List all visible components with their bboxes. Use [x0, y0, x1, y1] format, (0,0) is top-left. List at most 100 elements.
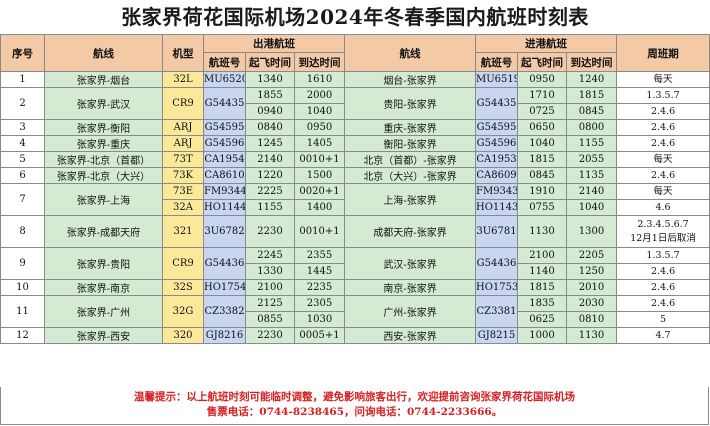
days-cell: 2.3.4.5.6.7 12月1日后取消 [616, 215, 710, 248]
table-row: 1330 1445 1140 1250 2.4.6 [1, 263, 710, 280]
out-flight-no-cell: G54596 [203, 135, 246, 152]
in-depart-cell: 0650 [517, 119, 568, 136]
route-out-cell: 张家界-广州 [44, 295, 163, 328]
header-out-flight-no: 航班号 [203, 52, 246, 72]
days-text: 每天 [653, 73, 673, 85]
days-cell: 2.4.6 [616, 263, 710, 280]
out-arrive-cell: 0950 [293, 119, 346, 136]
days-cell: 2.4.6 [616, 119, 710, 136]
days-cell: 2.4.6 [616, 167, 710, 184]
in-arrive-cell: 1155 [566, 135, 618, 152]
in-depart-cell: 0755 [517, 199, 568, 216]
route-out-cell: 张家界-南京 [44, 279, 163, 296]
header-aircraft: 机型 [162, 34, 204, 72]
days-cell: 2.4.6 [616, 295, 710, 312]
in-arrive-cell: 0845 [566, 103, 618, 120]
aircraft-cell: CR9 [162, 87, 204, 120]
table-row: 11 张家界-广州 32G CZ3382 2125 2305 广州-张家界 CZ3381 183… [0, 295, 710, 328]
in-depart-cell: 0725 [517, 103, 568, 120]
out-arrive-cell: 2305 [293, 295, 346, 312]
route-out-cell: 张家界-武汉 [44, 87, 163, 120]
aircraft-cell: 73E [162, 183, 204, 200]
out-arrive-cell: 0010+1 [293, 151, 346, 168]
route-in-cell: 武汉-张家界 [344, 247, 477, 280]
aircraft-cell: 73T [162, 151, 204, 168]
out-depart-cell: 1855 [245, 87, 295, 104]
in-flight-no-cell: FM9343 [475, 183, 519, 200]
out-depart-cell: 2245 [245, 247, 295, 264]
days-cell: 每天 [616, 71, 710, 88]
in-depart-cell: 2100 [517, 247, 568, 264]
in-arrive-cell: 1240 [566, 71, 618, 88]
out-depart-cell: 2225 [245, 183, 295, 200]
table-row: 8 张家界-成都天府 321 3U6782 2230 0010+1 成都天府-张家界 3U67… [0, 215, 710, 248]
days-text: 1.3.5.7 [646, 249, 680, 261]
days-cell: 1.3.5.7 [616, 247, 710, 264]
in-flight-no-cell: HO1143 [475, 199, 519, 216]
in-flight-no-cell: CA1953 [475, 151, 519, 168]
out-depart-cell: 0855 [245, 311, 295, 328]
in-depart-cell: 0625 [517, 311, 568, 328]
page-title: 张家界荷花国际机场2024年冬春季国内航班时刻表 [121, 5, 589, 29]
table-row: 12 张家界-西安 320 GJ8216 2230 0005+1 西安-张家界 GJ8215 1… [0, 327, 710, 344]
days-text: 2.4.6 [650, 169, 676, 181]
out-arrive-cell: 1445 [293, 263, 346, 280]
days-text: 2.3.4.5.6.7 [637, 218, 689, 230]
in-flight-no-cell: G54595 [475, 119, 519, 136]
in-depart-cell: 1815 [517, 279, 568, 296]
table-row: 7 张家界-上海 73E FM9344 2225 0020+1 上海-张家界 FM9343 19… [0, 183, 710, 216]
route-out-cell: 张家界-北京（首都） [44, 151, 163, 168]
header-out-arrive: 到达时间 [293, 52, 346, 72]
flight-schedule-table: 序号 航线 机型 出港航班 航线 进港航班 周班期 航班号 起飞时间 到达时间 … [0, 34, 710, 344]
route-in-cell: 南京-张家界 [344, 279, 477, 296]
table-row: 6 张家界-北京（大兴） 73K CA8610 1220 1500 北京（大兴）-张家界 CA… [0, 167, 710, 184]
out-arrive-cell: 2235 [293, 279, 346, 296]
in-arrive-cell: 1815 [566, 87, 618, 104]
header-route-out: 航线 [44, 34, 163, 72]
days-cell: 1.3.5.7 [616, 87, 710, 104]
aircraft-cell: 32A [162, 199, 204, 216]
in-flight-no-cell: G54435 [475, 87, 519, 120]
route-out-cell: 张家界-上海 [44, 183, 163, 216]
in-arrive-cell: 2205 [566, 247, 618, 264]
out-arrive-cell: 0010+1 [293, 215, 346, 248]
seq-cell: 4 [0, 135, 45, 152]
header-in-flight-no: 航班号 [475, 52, 519, 72]
out-depart-cell: 1155 [245, 199, 295, 216]
out-arrive-cell: 0020+1 [293, 183, 346, 200]
in-arrive-cell: 1135 [566, 167, 618, 184]
in-flight-no-cell: G54596 [475, 135, 519, 152]
days-cell: 4.7 [616, 327, 710, 344]
header-out-depart: 起飞时间 [245, 52, 295, 72]
out-flight-no-cell: G54436 [203, 247, 246, 280]
seq-cell: 9 [0, 247, 45, 280]
header-inbound: 进港航班 [475, 34, 618, 53]
in-flight-no-cell: CZ3381 [475, 295, 519, 328]
route-out-cell: 张家界-重庆 [44, 135, 163, 152]
out-depart-cell: 1340 [245, 71, 295, 88]
route-in-cell: 成都天府-张家界 [344, 215, 477, 248]
seq-cell: 8 [0, 215, 45, 248]
footer-line-1: 温馨提示：以上航班时刻可能临时调整，避免影响旅客出行，欢迎提前咨询张家界荷花国际… [134, 391, 575, 403]
header-in-arrive: 到达时间 [566, 52, 618, 72]
aircraft-cell: 32G [162, 295, 204, 328]
in-flight-no-cell: MU6519 [475, 71, 519, 88]
route-in-cell: 贵阳-张家界 [344, 87, 477, 120]
route-out-cell: 张家界-烟台 [44, 71, 163, 88]
out-flight-no-cell: CA1954 [203, 151, 246, 168]
days-note: 12月1日后取消 [630, 232, 696, 244]
in-depart-cell: 0845 [517, 167, 568, 184]
out-depart-cell: 1245 [245, 135, 295, 152]
route-in-cell: 上海-张家界 [344, 183, 477, 216]
route-out-cell: 张家界-西安 [44, 327, 163, 344]
seq-cell: 1 [0, 71, 45, 88]
in-arrive-cell: 2030 [566, 295, 618, 312]
days-text: 4.7 [655, 329, 671, 341]
out-arrive-cell: 0005+1 [293, 327, 346, 344]
days-cell: 4.6 [616, 199, 710, 216]
route-in-cell: 衡阳-张家界 [344, 135, 477, 152]
out-flight-no-cell: MU6520 [203, 71, 246, 88]
route-out-cell: 张家界-衡阳 [44, 119, 163, 136]
seq-cell: 12 [0, 327, 45, 344]
days-text: 4.6 [655, 201, 671, 213]
